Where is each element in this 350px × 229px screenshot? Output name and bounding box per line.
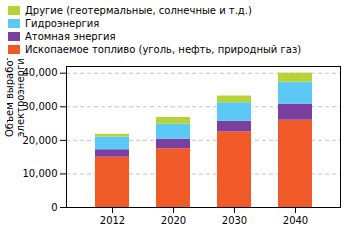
html-text:Гидроэнергия: Гидроэнергия	[25, 18, 100, 29]
html-text:Ископаемое топливо (уголь, неф: Ископаемое топливо (уголь, нефть, природ…	[25, 44, 302, 55]
svg-text:2012: 2012	[100, 215, 125, 226]
html-text:Атомная энергия: Атомная энергия	[25, 31, 116, 42]
svg-text:Объем выработкиэлектроэнергии,: Объем выработкиэлектроэнергии, TWh	[4, 58, 26, 137]
svg-text:0: 0	[51, 202, 57, 213]
svg-text:2020: 2020	[161, 215, 186, 226]
svg-text:2030: 2030	[222, 215, 247, 226]
svg-text:10,000: 10,000	[23, 168, 58, 179]
svg-text:2040: 2040	[283, 215, 308, 226]
svg-text:20,000: 20,000	[23, 135, 58, 146]
html-text:Другие (геотермальные, солнечн: Другие (геотермальные, солнечные и т.д.)	[25, 5, 252, 16]
svg-text:40,000: 40,000	[23, 67, 58, 78]
svg-text:30,000: 30,000	[23, 101, 58, 112]
